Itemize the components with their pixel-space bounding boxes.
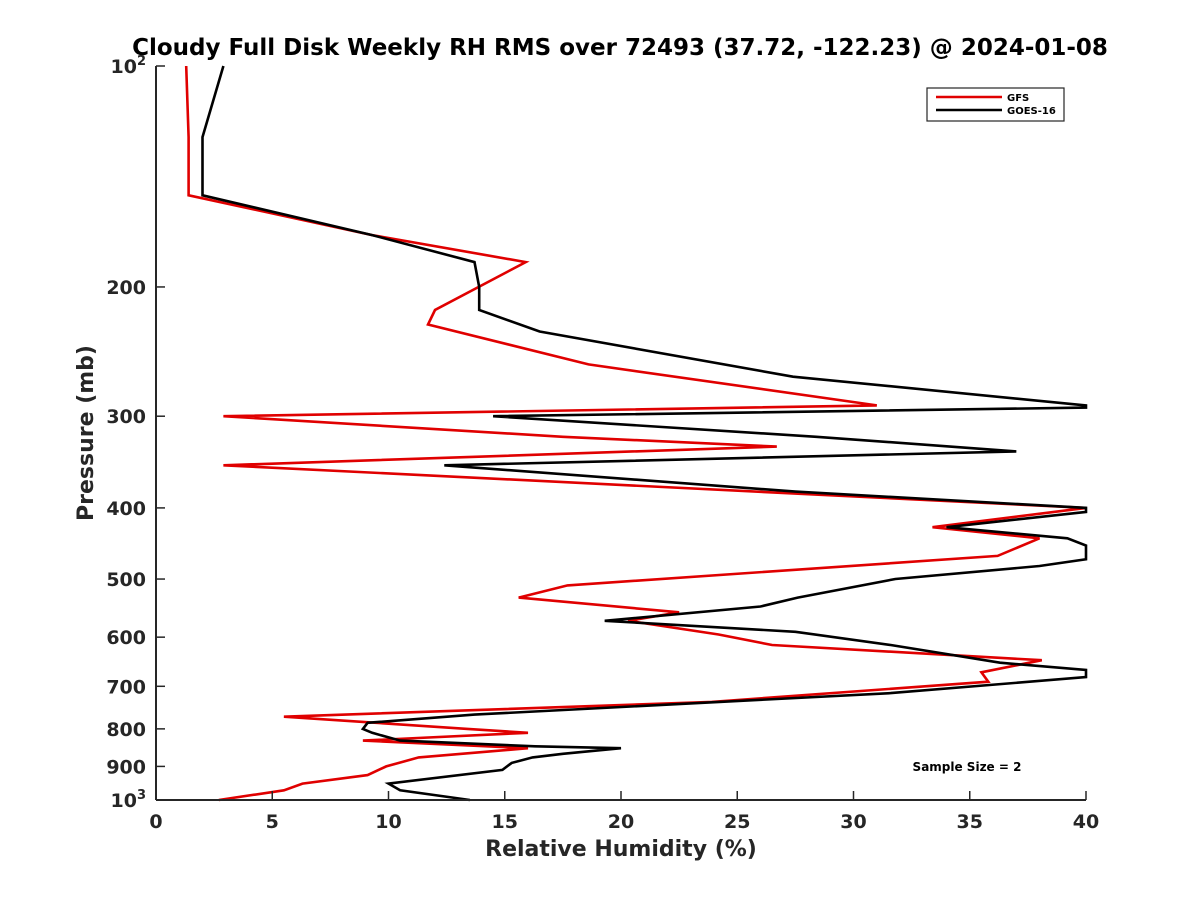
y-ticks-layer: 102 200 300 400 500 600 700 800 900 103 [106, 54, 165, 812]
x-tick-label: 35 [957, 811, 983, 833]
y-tick-label: 600 [106, 627, 146, 649]
chart-title: Cloudy Full Disk Weekly RH RMS over 7249… [132, 35, 1108, 61]
x-tick-label: 0 [149, 811, 162, 833]
y-tick-label: 103 [111, 788, 147, 812]
y-tick-label: 800 [106, 719, 146, 741]
y-tick-label: 500 [106, 569, 146, 591]
x-tick-label: 15 [492, 811, 518, 833]
x-ticks-layer: 0 5 10 15 20 25 30 35 40 [149, 791, 1099, 833]
x-axis-label: Relative Humidity (%) [485, 837, 757, 862]
legend-label-goes16: GOES-16 [1007, 106, 1056, 117]
y-tick-label: 700 [106, 676, 146, 698]
sample-size-annotation: Sample Size = 2 [913, 760, 1022, 774]
y-tick-label: 300 [106, 406, 146, 428]
y-tick-label: 102 [111, 54, 147, 78]
series-line-goes16 [201, 65, 1088, 802]
legend-label-gfs: GFS [1007, 93, 1029, 104]
y-tick-label: 900 [106, 756, 146, 778]
x-tick-label: 20 [608, 811, 634, 833]
axes-layer [155, 66, 1086, 801]
legend-box [926, 87, 1065, 122]
series-line-gfs [184, 65, 1087, 802]
y-tick-label: 400 [106, 498, 146, 520]
y-axis-label: Pressure (mb) [74, 345, 99, 521]
data-lines-layer [184, 65, 1088, 802]
x-tick-label: 10 [375, 811, 401, 833]
legend: GFS GOES-16 [926, 87, 1065, 122]
x-tick-label: 30 [840, 811, 866, 833]
x-tick-label: 40 [1073, 811, 1099, 833]
x-tick-label: 5 [266, 811, 279, 833]
x-tick-label: 25 [724, 811, 750, 833]
y-tick-label: 200 [106, 277, 146, 299]
